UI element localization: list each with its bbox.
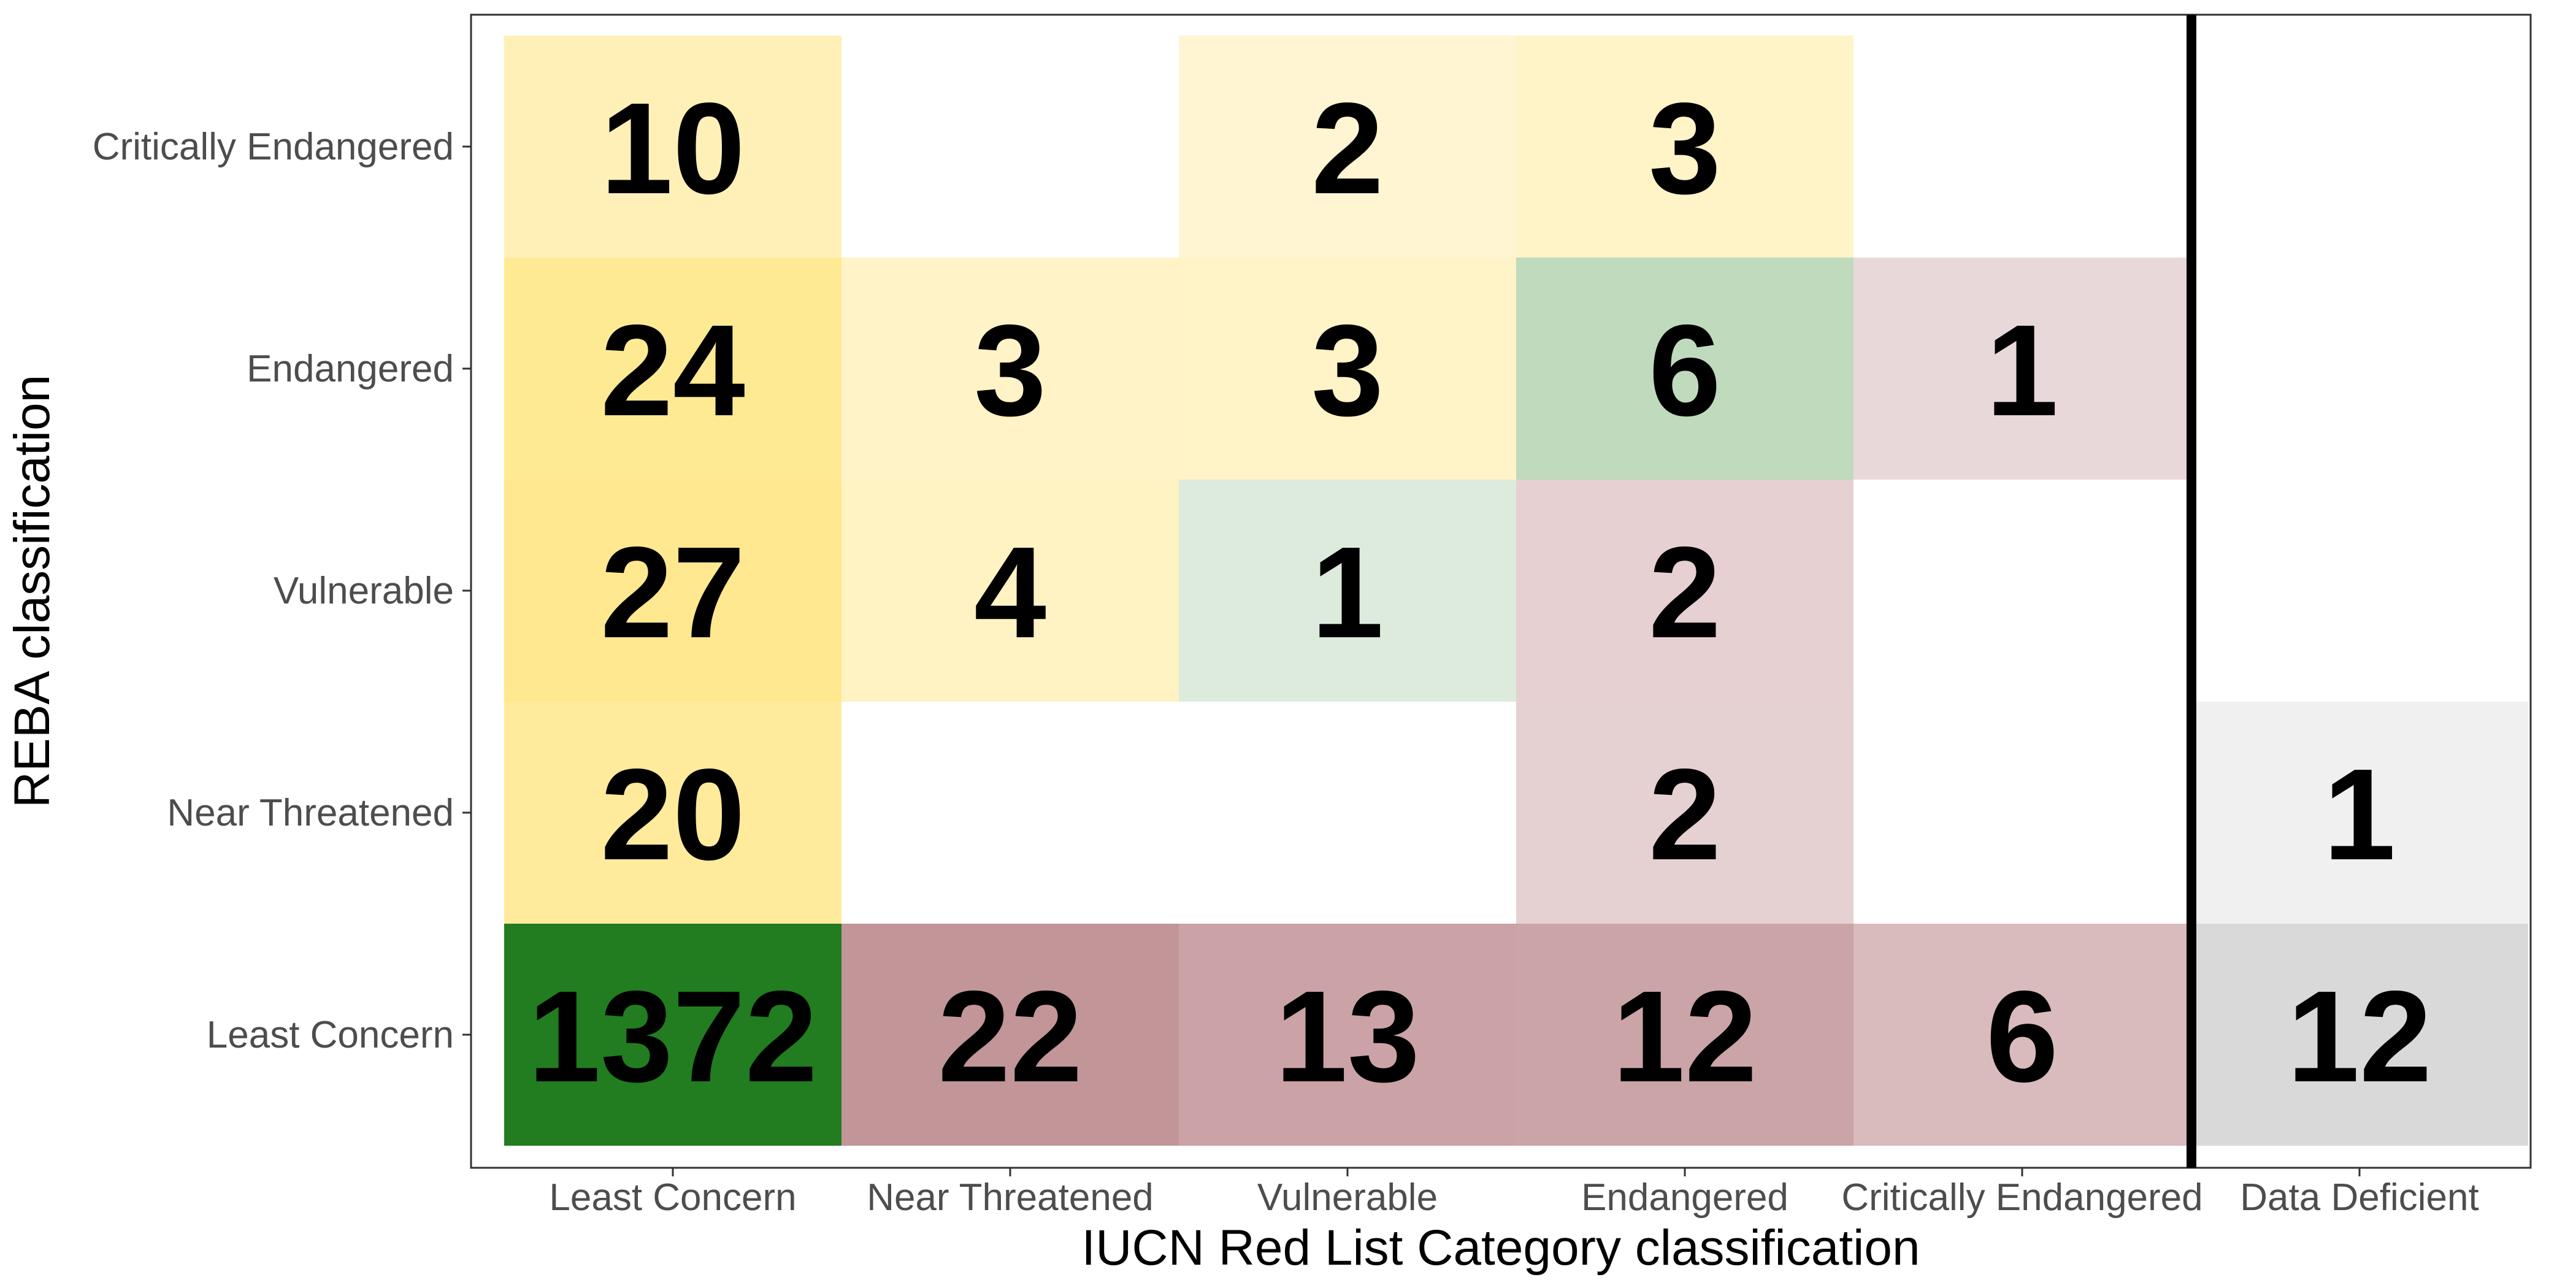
- cell-value-label-near-threatened-by-endangered: 2: [1649, 742, 1721, 887]
- heatmap-cell-vulnerable-by-vulnerable: [1179, 480, 1516, 702]
- x-tick-label-endangered: Endangered: [1581, 1176, 1788, 1219]
- x-tick-label-critically-endangered: Critically Endangered: [1841, 1176, 2202, 1219]
- y-tick-label-vulnerable: Vulnerable: [274, 570, 454, 612]
- heatmap-cell-least-concern-by-critically-endangered: [1853, 924, 2191, 1146]
- heatmap-cells: [504, 36, 2528, 1146]
- x-tick-label-vulnerable: Vulnerable: [1257, 1176, 1438, 1219]
- y-tick-label-endangered: Endangered: [247, 348, 454, 390]
- y-tick-label-least-concern: Least Concern: [207, 1014, 454, 1056]
- heatmap-cell-near-threatened-by-endangered: [1516, 702, 1853, 924]
- cell-value-label-critically-endangered-by-vulnerable: 2: [1311, 75, 1384, 221]
- cell-value-label-least-concern-by-data-deficient: 12: [2287, 964, 2432, 1109]
- heatmap-cell-vulnerable-by-least-concern: [504, 480, 841, 702]
- heatmap-cell-endangered-by-least-concern: [504, 258, 841, 480]
- heatmap-cell-critically-endangered-by-least-concern: [504, 36, 841, 258]
- cell-value-label-endangered-by-near-threatened: 3: [974, 297, 1046, 443]
- x-tick-label-near-threatened: Near Threatened: [867, 1176, 1154, 1219]
- heatmap-cell-least-concern-by-near-threatened: [841, 924, 1179, 1146]
- heatmap-cell-endangered-by-endangered: [1516, 258, 1853, 480]
- cell-value-label-near-threatened-by-data-deficient: 1: [2323, 742, 2396, 887]
- heatmap-cell-vulnerable-by-endangered: [1516, 480, 1853, 702]
- cell-value-label-near-threatened-by-least-concern: 20: [600, 742, 745, 887]
- x-axis-ticks: Least Concern Near Threatened Vulnerable En…: [549, 1168, 2479, 1219]
- cell-value-label-vulnerable-by-vulnerable: 1: [1311, 519, 1384, 665]
- y-axis-title: REBA classification: [4, 375, 60, 808]
- cell-value-label-least-concern-by-endangered: 12: [1612, 964, 1757, 1109]
- heatmap-cell-vulnerable-by-near-threatened: [841, 480, 1179, 702]
- cell-value-label-vulnerable-by-endangered: 2: [1649, 519, 1721, 665]
- cell-value-label-vulnerable-by-near-threatened: 4: [974, 519, 1046, 665]
- heatmap-cell-least-concern-by-data-deficient: [2191, 924, 2528, 1146]
- x-axis-title: IUCN Red List Category classification: [1081, 1220, 1920, 1276]
- cell-value-label-least-concern-by-near-threatened: 22: [938, 964, 1083, 1109]
- cell-value-label-critically-endangered-by-least-concern: 10: [600, 75, 745, 221]
- cell-value-label-vulnerable-by-least-concern: 27: [600, 519, 745, 665]
- heatmap-cell-near-threatened-by-data-deficient: [2191, 702, 2528, 924]
- heatmap-cell-least-concern-by-least-concern: [504, 924, 841, 1146]
- x-tick-label-least-concern: Least Concern: [549, 1176, 796, 1219]
- y-tick-label-critically-endangered: Critically Endangered: [93, 126, 454, 168]
- heatmap-cell-endangered-by-critically-endangered: [1853, 258, 2191, 480]
- heatmap-cell-endangered-by-near-threatened: [841, 258, 1179, 480]
- cell-value-label-endangered-by-vulnerable: 3: [1311, 297, 1384, 443]
- heatmap-cell-critically-endangered-by-endangered: [1516, 36, 1853, 258]
- cell-value-label-least-concern-by-least-concern: 1372: [528, 964, 818, 1109]
- heatmap-cell-endangered-by-vulnerable: [1179, 258, 1516, 480]
- heatmap-cell-near-threatened-by-least-concern: [504, 702, 841, 924]
- heatmap-cell-least-concern-by-endangered: [1516, 924, 1853, 1146]
- cell-value-label-endangered-by-least-concern: 24: [600, 297, 745, 443]
- y-axis-ticks: Least Concern Near Threatened Vulnerable En…: [93, 126, 471, 1056]
- cell-value-label-endangered-by-critically-endangered: 1: [1986, 297, 2058, 443]
- x-tick-label-data-deficient: Data Deficient: [2240, 1176, 2478, 1219]
- y-tick-label-near-threatened: Near Threatened: [167, 792, 454, 834]
- cell-value-label-endangered-by-endangered: 6: [1649, 297, 1721, 443]
- heatmap-cell-least-concern-by-vulnerable: [1179, 924, 1516, 1146]
- cell-value-label-critically-endangered-by-endangered: 3: [1649, 75, 1721, 221]
- cell-value-label-least-concern-by-vulnerable: 13: [1275, 964, 1420, 1109]
- cell-value-label-least-concern-by-critically-endangered: 6: [1986, 964, 2058, 1109]
- heatmap-cell-critically-endangered-by-vulnerable: [1179, 36, 1516, 258]
